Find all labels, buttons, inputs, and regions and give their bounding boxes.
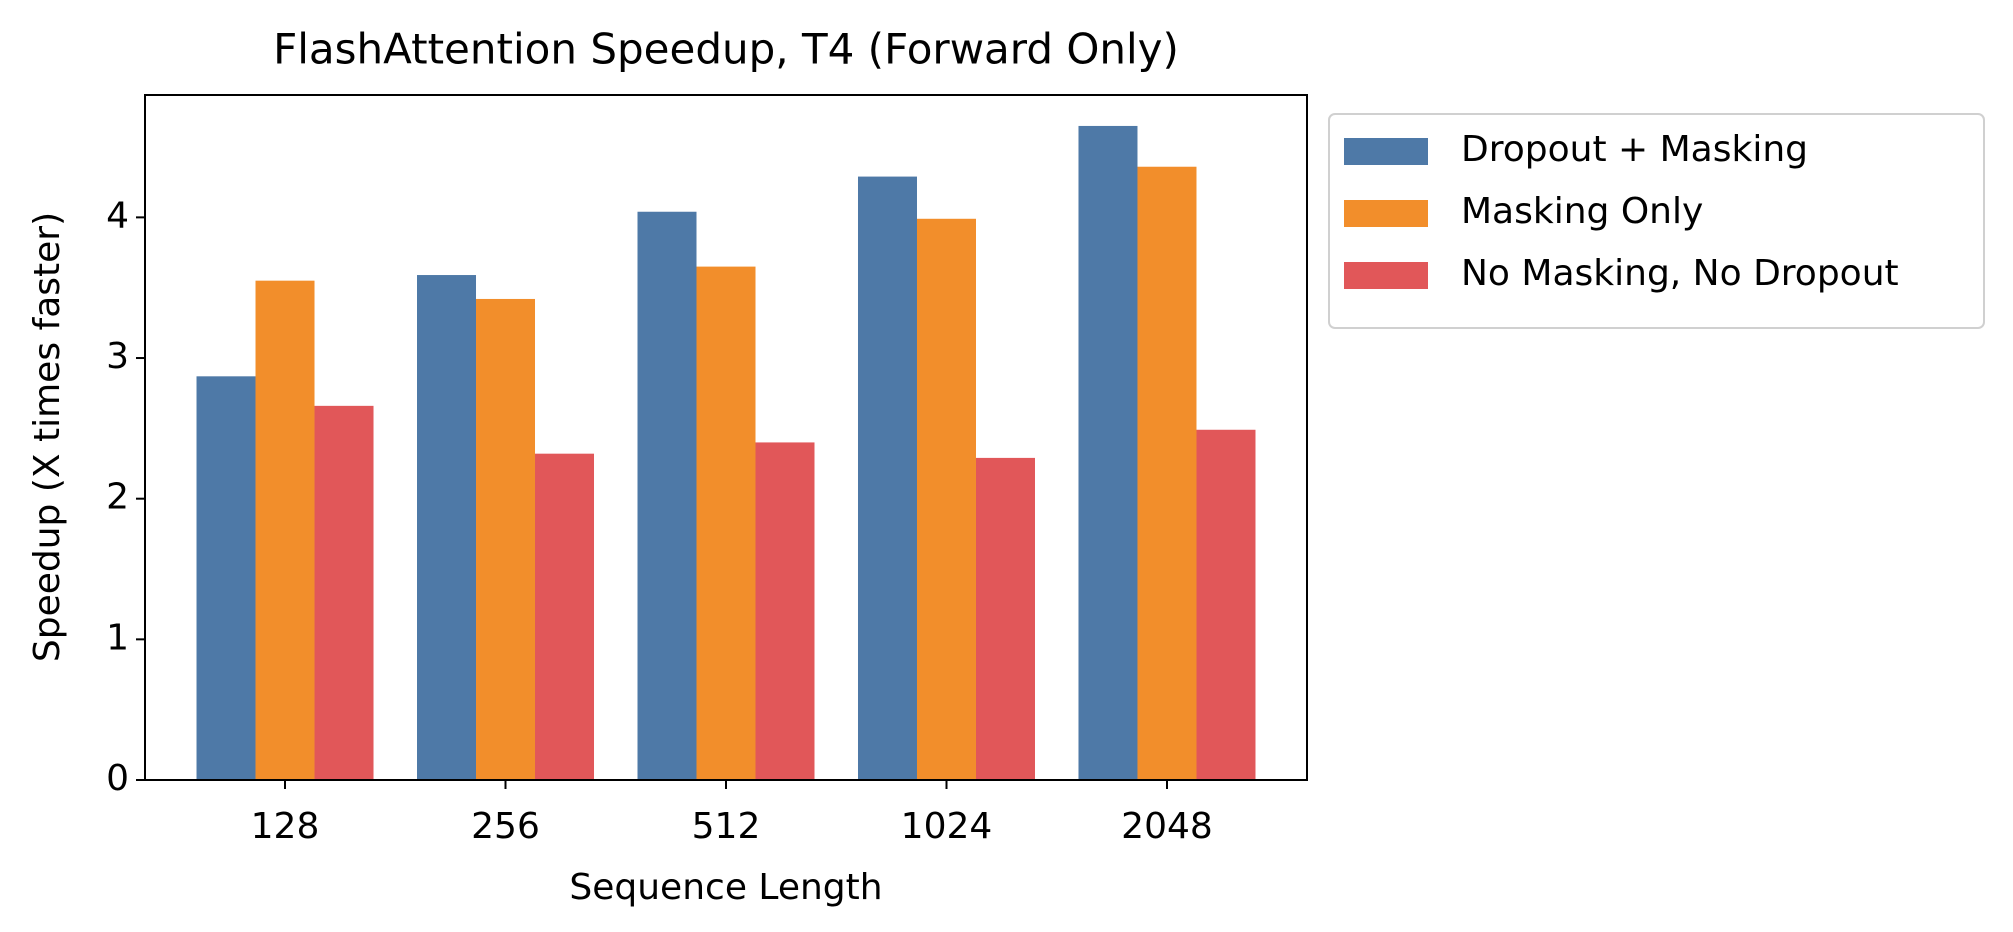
bar (417, 275, 477, 780)
legend-swatch (1344, 262, 1428, 289)
bar (535, 453, 595, 780)
x-tick-label: 1024 (901, 806, 993, 847)
bar (975, 457, 1035, 780)
bar (255, 280, 315, 780)
y-tick-label: 3 (106, 336, 129, 377)
legend-swatch (1344, 138, 1428, 165)
bar (1196, 429, 1256, 780)
bar (916, 218, 976, 781)
bar (857, 176, 917, 780)
bar (476, 298, 536, 780)
y-tick-label: 2 (106, 477, 129, 518)
bar (314, 405, 374, 780)
bar (1078, 125, 1138, 780)
legend-label: Masking Only (1461, 191, 1703, 232)
bar (637, 211, 697, 781)
bar (696, 266, 756, 780)
y-tick-label: 0 (106, 758, 129, 799)
y-tick-label: 4 (106, 195, 129, 236)
bar (1137, 166, 1197, 780)
plot-frame (144, 94, 1308, 781)
bar (196, 376, 256, 780)
x-tick-label: 256 (471, 806, 540, 847)
legend-label: No Masking, No Dropout (1461, 253, 1899, 294)
x-axis-label: Sequence Length (569, 867, 882, 908)
y-axis-label: Speedup (X times faster) (27, 212, 68, 662)
legend-label: Dropout + Masking (1461, 129, 1808, 170)
x-tick-label: 128 (251, 806, 320, 847)
y-tick-label: 1 (106, 617, 129, 658)
chart-title: FlashAttention Speedup, T4 (Forward Only… (273, 25, 1179, 74)
x-tick-label: 512 (692, 806, 761, 847)
legend-swatch (1344, 200, 1428, 227)
x-tick-label: 2048 (1121, 806, 1213, 847)
bar (755, 442, 815, 780)
legend-box (1328, 113, 1985, 329)
